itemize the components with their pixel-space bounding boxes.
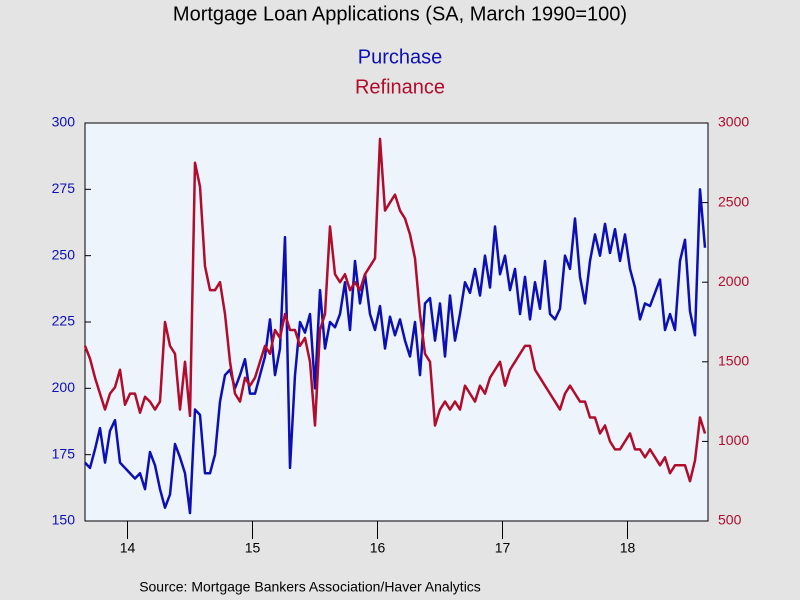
y-tick-label: 250 <box>52 246 76 262</box>
x-tick-label: 14 <box>120 540 136 556</box>
y-tick-label: 175 <box>52 445 76 461</box>
series-line <box>83 137 707 483</box>
plot-area <box>84 122 709 522</box>
y2-tick-label: 2500 <box>718 193 749 209</box>
x-tick-label: 15 <box>245 540 261 556</box>
y2-tick-label: 1000 <box>718 432 749 448</box>
y-tick-label: 225 <box>52 313 76 329</box>
y-tick-label: 200 <box>52 379 76 395</box>
y-tick-label: 275 <box>52 180 76 196</box>
legend-entry: Purchase <box>358 46 443 68</box>
y2-tick-label: 500 <box>718 512 742 528</box>
y2-tick-label: 3000 <box>718 114 749 130</box>
legend-entry: Refinance <box>355 76 445 98</box>
chart-title: Mortgage Loan Applications (SA, March 19… <box>173 3 627 25</box>
source-note: Source: Mortgage Bankers Association/Hav… <box>139 579 481 595</box>
y-tick-label: 300 <box>52 114 76 130</box>
series-line <box>84 188 707 515</box>
x-tick-label: 18 <box>620 540 636 556</box>
y-tick-label: 150 <box>52 512 76 528</box>
x-tick-label: 16 <box>370 540 386 556</box>
x-tick-label: 17 <box>495 540 511 556</box>
y2-tick-label: 1500 <box>718 353 749 369</box>
y2-tick-label: 2000 <box>718 273 749 289</box>
